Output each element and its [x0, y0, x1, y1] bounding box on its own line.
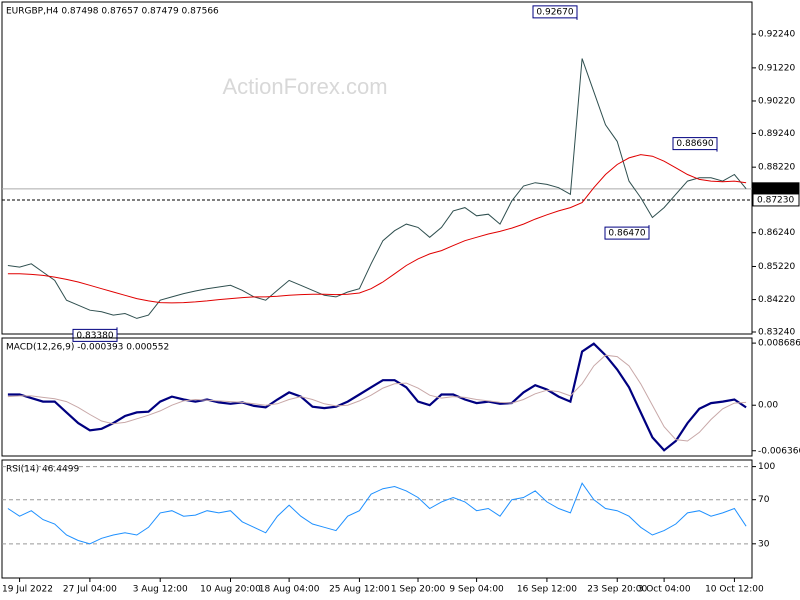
y-tick-label: 0.90220 [758, 96, 795, 106]
y-tick-label: 0.84220 [758, 295, 795, 305]
x-tick-label: 23 Sep 20:00 [587, 585, 647, 595]
x-tick-label: 25 Aug 12:00 [329, 585, 390, 595]
panel-frame [1, 337, 753, 457]
x-tick-label: 18 Aug 04:00 [259, 585, 320, 595]
y-tick-label: -0.006366 [758, 446, 800, 456]
x-tick-label: 19 Jul 2022 [2, 585, 53, 595]
x-tick-label: 27 Jul 04:00 [63, 585, 117, 595]
series-line [7, 354, 747, 442]
x-tick-label: 10 Aug 20:00 [200, 585, 261, 595]
price-label: 0.87230 [757, 195, 794, 205]
y-tick-label: 30 [758, 539, 770, 549]
x-tick-label: 9 Sep 04:00 [449, 585, 504, 595]
annotation-box [604, 226, 650, 240]
series-line [7, 154, 747, 304]
x-tick-label: 3 Oct 04:00 [638, 585, 691, 595]
y-tick-label: 0.00 [758, 401, 778, 411]
y-tick-label: 0.92240 [758, 30, 795, 40]
panel-title: EURGBP,H4 0.87498 0.87657 0.87479 0.8756… [6, 7, 219, 17]
annotation: 0.83380 [76, 331, 113, 341]
series-line [7, 342, 747, 452]
panel-frame [1, 459, 753, 579]
y-tick-label: 0.89240 [758, 129, 795, 139]
y-tick-label: 0.88220 [758, 163, 795, 173]
panel-title: RSI(14) 46.4499 [6, 465, 79, 475]
annotation: 0.88690 [676, 139, 713, 149]
y-tick-label: 0.86240 [758, 228, 795, 238]
y-tick-label: 0.85220 [758, 262, 795, 272]
annotation: 0.86470 [608, 229, 645, 239]
annotation-box [532, 5, 578, 19]
annotation: 0.92670 [536, 7, 573, 17]
y-tick-label: 100 [758, 462, 775, 472]
price-label: 0.87566 [757, 184, 794, 194]
y-tick-label: 0.91220 [758, 63, 795, 73]
panel-title: MACD(12,26,9) -0.000393 0.000552 [6, 343, 169, 353]
watermark: ActionForex.com [222, 74, 387, 99]
y-tick-label: 0.008686 [758, 339, 800, 349]
price-label-box [752, 193, 800, 207]
y-tick-label: 0.83240 [758, 328, 795, 338]
annotation-box [672, 137, 718, 151]
x-tick-label: 1 Sep 20:00 [391, 585, 446, 595]
x-tick-label: 3 Aug 12:00 [133, 585, 188, 595]
panel-frame [1, 1, 753, 335]
series-line [7, 482, 747, 545]
y-tick-label: 70 [758, 495, 770, 505]
x-tick-label: 16 Sep 12:00 [517, 585, 577, 595]
x-tick-label: 10 Oct 12:00 [705, 585, 764, 595]
